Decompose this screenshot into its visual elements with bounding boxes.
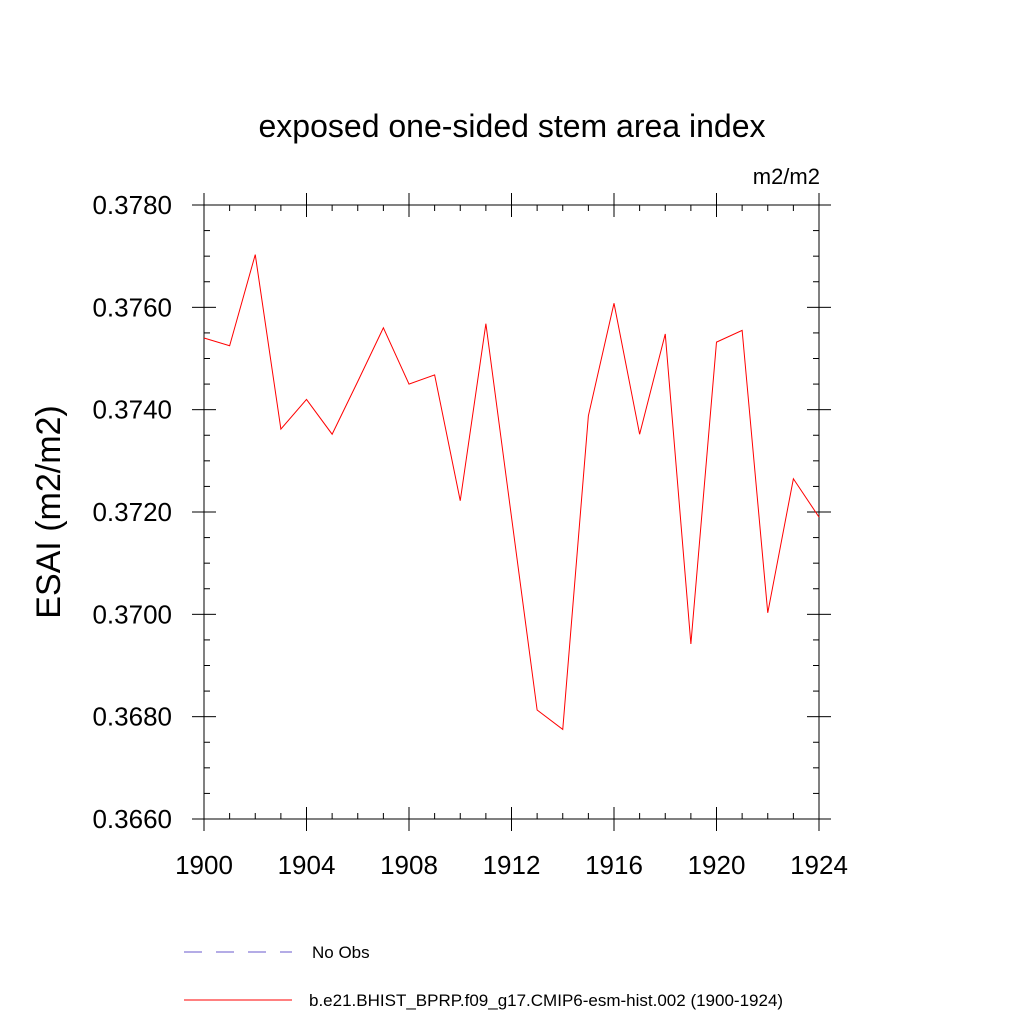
axis-ticks bbox=[192, 193, 831, 831]
legend: No Obs b.e21.BHIST_BPRP.f09_g17.CMIP6-esm… bbox=[184, 943, 783, 1010]
series-line bbox=[203, 254, 820, 731]
legend-label: b.e21.BHIST_BPRP.f09_g17.CMIP6-esm-hist.… bbox=[309, 991, 783, 1010]
x-tick-label: 1916 bbox=[585, 850, 643, 880]
y-tick-label: 0.3660 bbox=[92, 804, 172, 834]
chart-title: exposed one-sided stem area index bbox=[259, 108, 766, 144]
x-tick-label: 1900 bbox=[175, 850, 233, 880]
y-tick-label: 0.3700 bbox=[92, 599, 172, 629]
x-tick-label: 1904 bbox=[278, 850, 336, 880]
x-tick-label: 1912 bbox=[483, 850, 541, 880]
y-tick-label: 0.3680 bbox=[92, 702, 172, 732]
plot-frame bbox=[203, 204, 820, 820]
legend-label: No Obs bbox=[312, 943, 370, 962]
x-tick-label: 1924 bbox=[790, 850, 848, 880]
x-tick-label: 1920 bbox=[688, 850, 746, 880]
y-tick-label: 0.3720 bbox=[92, 497, 172, 527]
axis-tick-labels: 1900 1904 1908 1912 1916 1920 1924 0.3660 0.3680… bbox=[92, 190, 847, 880]
y-tick-label: 0.3780 bbox=[92, 190, 172, 220]
series-layer bbox=[203, 254, 820, 731]
y-tick-label: 0.3740 bbox=[92, 395, 172, 425]
x-tick-label: 1908 bbox=[380, 850, 438, 880]
y-tick-label: 0.3760 bbox=[92, 292, 172, 322]
units-label: m2/m2 bbox=[753, 164, 820, 189]
y-axis-label: ESAI (m2/m2) bbox=[30, 405, 68, 618]
